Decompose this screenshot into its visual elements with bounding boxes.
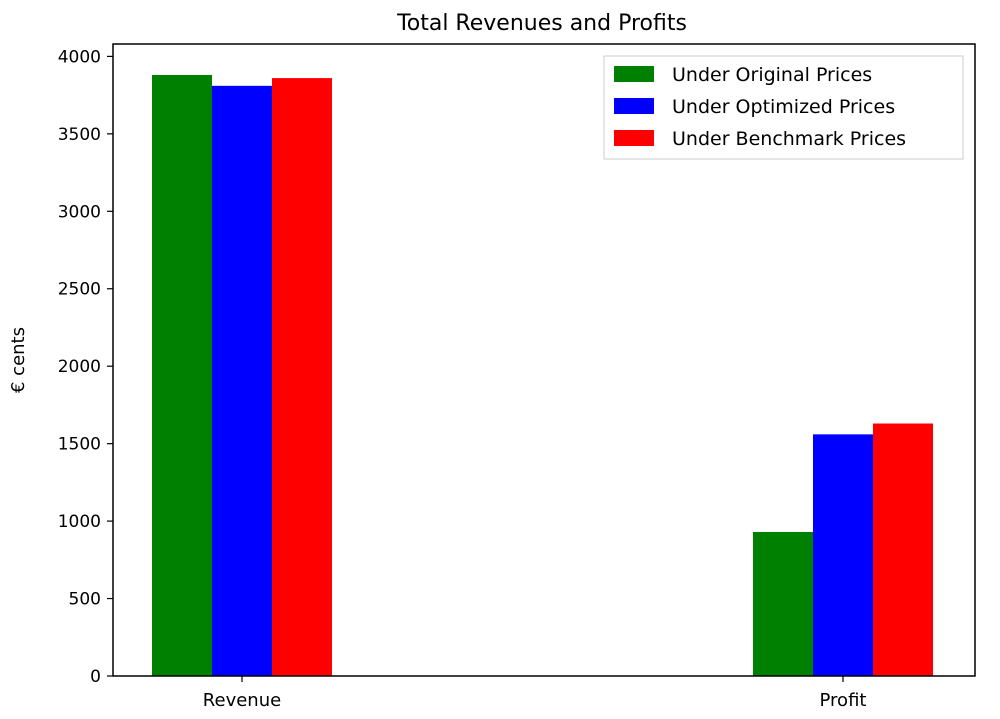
y-tick-label: 4000 [58,47,101,67]
plot-frame [112,43,976,677]
x-axis: Revenue Profit [203,676,867,711]
bar-revenue-series-3 [272,78,332,676]
legend-swatch [614,98,654,114]
y-tick-label: 1000 [58,512,101,532]
y-tick-label: 2500 [58,280,101,300]
y-tick-label: 500 [69,590,101,610]
legend-label: Under Optimized Prices [672,96,895,118]
bar-revenue-series-2 [212,85,272,676]
y-tick-label: 3000 [58,202,101,222]
legend-box [603,55,964,160]
y-tick-label: 2000 [58,357,101,377]
legend: Under Original Prices Under Optimized Pri… [603,55,964,160]
x-tick-label: Profit [820,690,867,711]
y-axis-label: € cents [8,327,29,393]
x-tick-label: Revenue [203,690,281,711]
y-axis: 0 500 1000 1500 2000 2500 3000 3500 4000 [58,47,113,687]
chart-title: Total Revenues and Profits [396,11,687,36]
legend-swatch [614,66,654,82]
legend-swatch [614,130,654,146]
y-tick-label: 1500 [58,435,101,455]
bar-profit-series-2 [813,434,873,676]
legend-label: Under Benchmark Prices [672,128,906,150]
bar-profit-series-1 [753,531,813,676]
y-tick-label: 0 [90,667,101,687]
bar-revenue-series-1 [152,74,212,676]
legend-label: Under Original Prices [672,64,872,86]
bars [152,74,933,676]
bar-profit-series-3 [873,423,933,676]
y-tick-label: 3500 [58,125,101,145]
